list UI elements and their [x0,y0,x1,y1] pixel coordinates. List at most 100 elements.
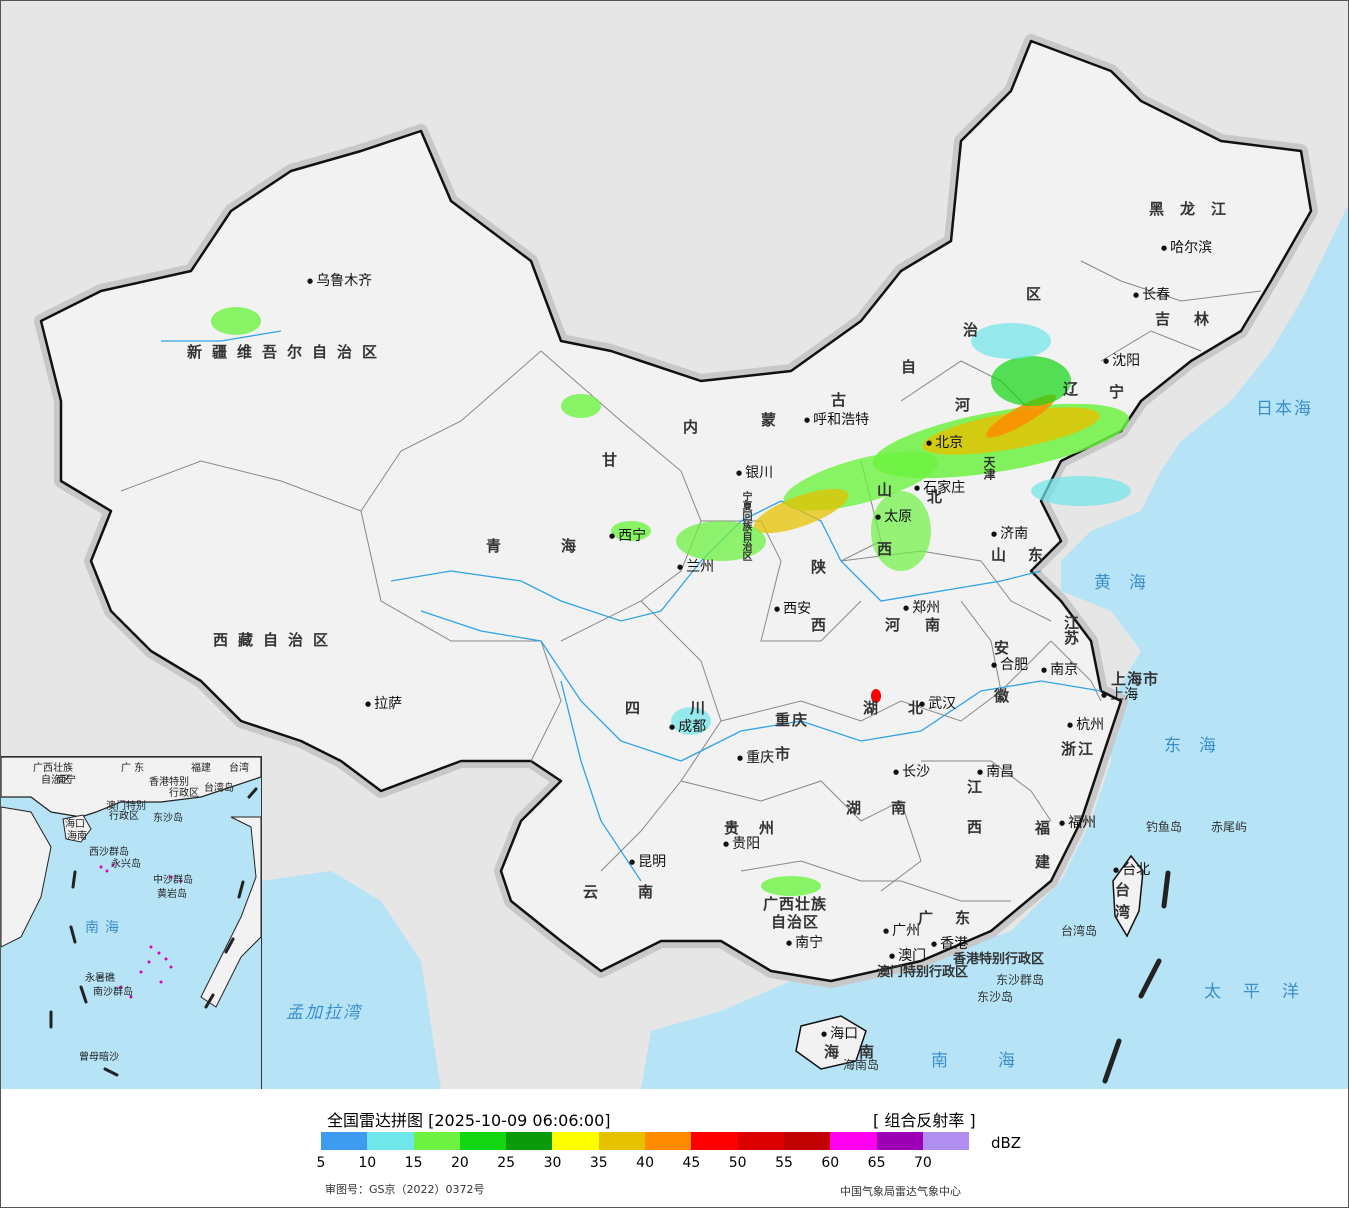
city-xian: 西安 [774,598,811,618]
sea-south: 南海 [931,1051,1065,1071]
color-scale-tick: 45 [682,1155,701,1171]
province-heilongjiang: 黑龙江 [1149,200,1243,218]
inset-label-hainan: 海南 [67,831,87,842]
color-swatch [367,1132,414,1150]
province-liaoning-2: 宁 [1109,383,1135,401]
city-haikou: 海口 [821,1023,858,1043]
legend-title: 全国雷达拼图 [2025-10-09 06:06:00] [327,1111,611,1130]
city-shenyang: 沈阳 [1103,350,1140,370]
island-dongsha: 东沙岛 [977,990,1014,1004]
color-scale-tick: 60 [821,1155,840,1171]
province-yunnan: 云南 [583,883,694,901]
province-jiangxi-2: 西 [967,818,993,836]
issuer-name: 中国气象局雷达气象中心 [840,1185,961,1198]
inset-label-taiwan: 台湾 [229,763,249,774]
city-hongkong: 香港 [931,933,968,953]
color-swatch [783,1132,831,1150]
province-fujian-2: 建 [1035,853,1061,871]
province-xizang: 西藏自治区 [213,631,339,649]
province-chongqing: 重庆 [775,711,810,729]
city-changchun: 长春 [1133,284,1170,304]
inset-label-taiwandao: 台湾岛 [204,783,234,794]
color-swatch [830,1132,877,1150]
inset-canvas [1,757,261,1077]
province-zhejiang: 浙江 [1061,740,1096,758]
inset-label-guangxi-2: 自治区 [41,775,71,786]
legend-unit: dBZ [991,1134,1022,1152]
inset-sea-label: 南海 [85,920,125,936]
city-lanzhou: 兰州 [677,556,714,576]
province-sichuan: 四川 [625,699,756,717]
city-wuhan: 武汉 [919,693,956,713]
inset-label-nansha: 南沙群岛 [93,987,133,998]
color-swatch [506,1132,553,1150]
map-approval-number: 审图号：GS京（2022）0372号 [325,1183,485,1196]
city-chengdu: 成都 [669,716,706,736]
province-shaanxi-2: 陕 [811,558,837,576]
color-scale-tick: 65 [867,1155,886,1171]
province-jilin: 吉林 [1155,310,1234,328]
inset-label-fujian: 福建 [191,763,211,774]
inset-label-hk-2: 行政区 [169,788,199,799]
inset-label-macao-2: 行政区 [109,811,139,822]
color-swatch [737,1132,784,1150]
province-xinjiang: 新疆维吾尔自治区 [187,343,388,361]
province-shaanxi: 西 [811,616,837,634]
rivers [161,330,1102,882]
province-hunan: 湖南 [846,799,937,817]
province-nmg-3: 古 [831,391,857,409]
boundary-dashes [1102,870,1171,1084]
sea-japan: 日本海 [1256,399,1313,419]
city-shijiazhuang: 石家庄 [914,477,965,497]
color-scale [321,1132,970,1150]
province-gansu: 甘 [602,451,628,469]
island-taiwan: 台湾岛 [1061,924,1098,938]
inset-label-haikou: 海口 [65,819,85,830]
color-scale-tick: 50 [728,1155,747,1171]
island-diaoyu: 钓鱼岛 [1146,820,1183,834]
city-hangzhou: 杭州 [1067,714,1104,734]
ocean [641,205,1348,1089]
city-yinchuan: 银川 [736,462,773,482]
city-taipei: 台北 [1113,859,1150,879]
inset-dashes [49,787,258,1077]
province-shandong: 山东 [991,546,1066,564]
color-scale-tick: 70 [913,1155,932,1171]
province-nmg-5: 治 [963,321,989,339]
color-swatch [598,1132,646,1150]
city-xining: 西宁 [609,525,646,545]
city-hefei: 合肥 [991,654,1028,674]
sea-bengal: 孟加拉湾 [286,1003,362,1023]
city-harbin: 哈尔滨 [1161,237,1212,257]
island-hainan: 海南岛 [843,1058,880,1072]
inset-indochina [1,806,52,948]
color-swatch [552,1132,599,1150]
color-scale-tick: 15 [404,1155,423,1171]
province-hebei: 河 [955,396,981,414]
province-nmg-6: 区 [1026,285,1052,303]
color-scale-tick: 35 [589,1155,608,1171]
city-guangzhou: 广州 [883,920,920,940]
province-hainan: 海南 [824,1043,895,1061]
inset-hainan [62,814,92,843]
sea-yellow: 黄海 [1094,573,1164,593]
province-anhui: 安 [994,639,1020,657]
province-fujian: 福 [1035,819,1061,837]
province-henan: 河南 [885,616,966,634]
inset-label-dongsha: 东沙岛 [153,813,183,824]
province-jiangsu: 江苏 [1062,615,1080,645]
sea-pacific: 太平洋 [1204,982,1321,1002]
province-jiangxi: 江 [967,778,993,796]
city-shanghai: 上海 [1101,684,1138,704]
province-nmg-4: 自 [901,358,927,376]
city-jinan: 济南 [991,523,1028,543]
city-hohhot: 呼和浩特 [804,409,869,429]
province-guangxi-2: 自治区 [771,913,820,931]
color-scale-tick: 40 [636,1155,655,1171]
inset-label-zengmu: 曾母暗沙 [79,1052,119,1063]
city-nanchang: 南昌 [977,761,1014,781]
province-anhui-2: 徽 [994,687,1020,705]
inset-label-yongxing: 永兴岛 [111,859,141,870]
province-tianjin: 天津 [982,456,996,480]
color-scale-tick: 5 [316,1155,326,1171]
